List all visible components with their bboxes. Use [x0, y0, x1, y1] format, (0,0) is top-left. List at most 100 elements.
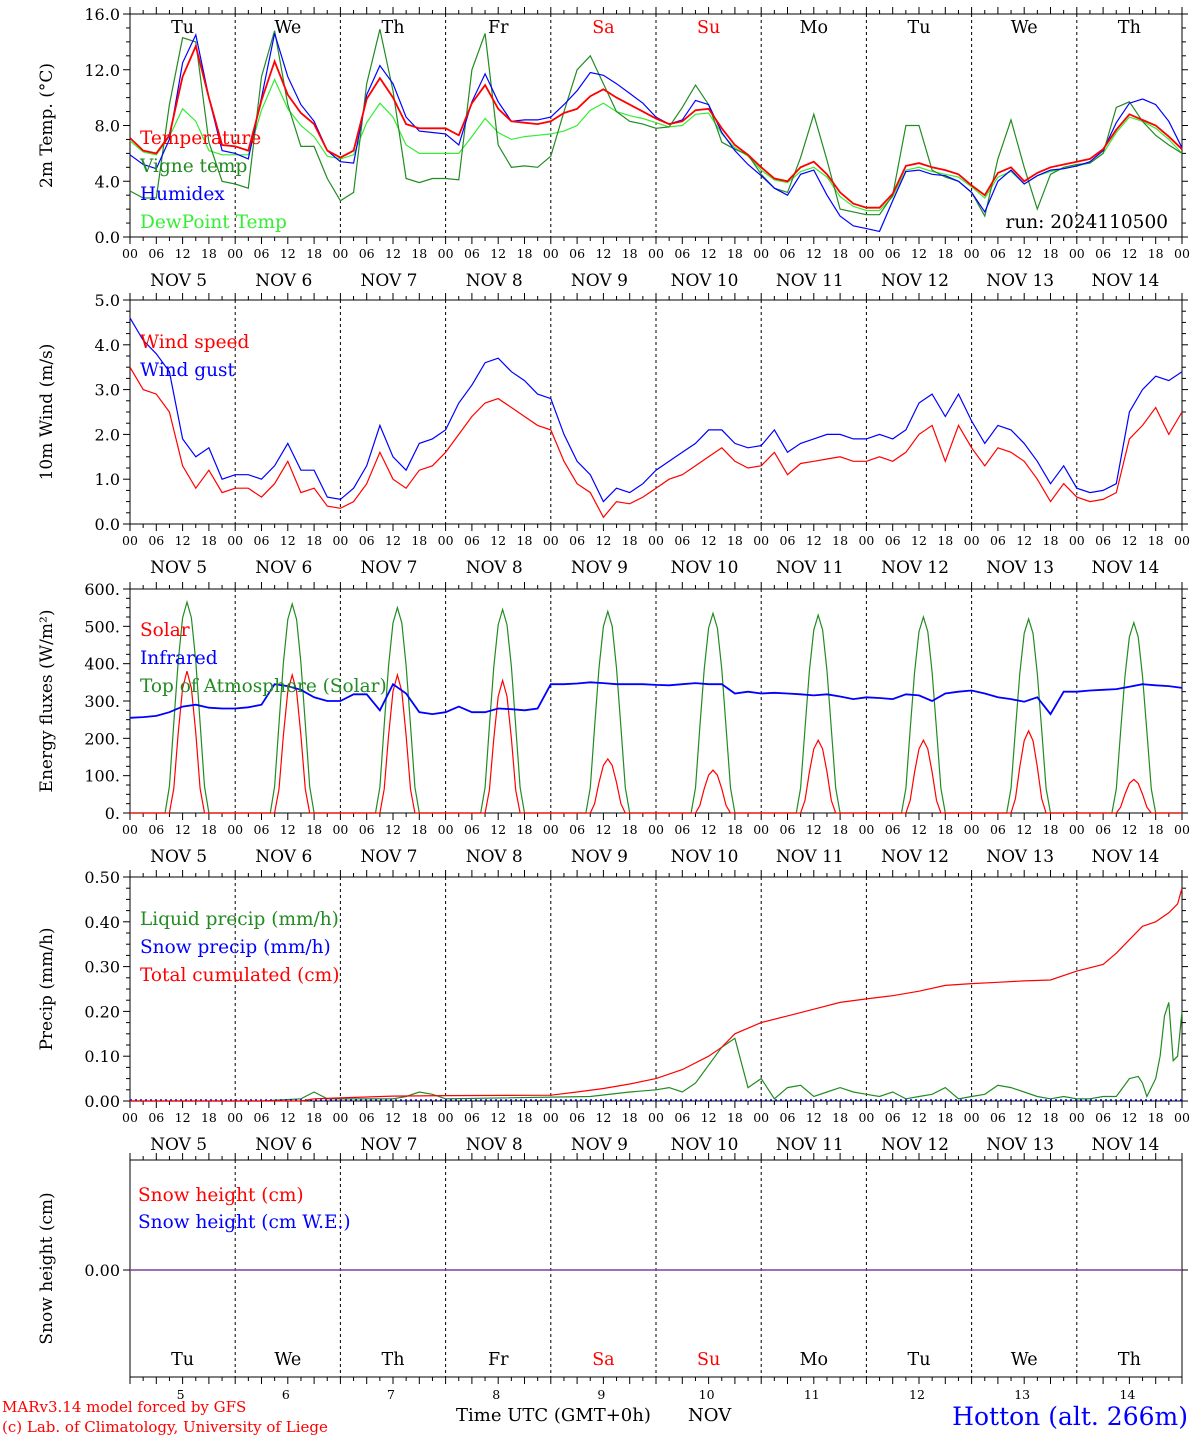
x-hour-label: 06	[148, 1110, 164, 1125]
x-hour-label: 18	[1043, 246, 1059, 261]
x-hour-label: 12	[806, 246, 822, 261]
x-hour-label: 00	[1069, 1110, 1085, 1125]
x-hour-label: 18	[306, 822, 322, 837]
y-tick-label: 500.	[84, 617, 120, 636]
x-hour-label: 18	[832, 1110, 848, 1125]
x-hour-label: 06	[254, 822, 270, 837]
y-tick-label: 3.0	[95, 381, 120, 400]
x-date-label: NOV 11	[776, 847, 844, 867]
x-hour-label: 00	[438, 246, 454, 261]
y-tick-label: 0.00	[84, 1092, 120, 1111]
x-hour-label: 12	[385, 533, 401, 548]
series-line	[129, 681, 1183, 719]
x-date-label: NOV 13	[986, 1135, 1054, 1155]
x-hour-label: 00	[332, 533, 348, 548]
x-hour-label: 12	[1016, 822, 1032, 837]
x-date-label: NOV 12	[881, 847, 949, 867]
x-hour-label: 00	[753, 246, 769, 261]
x-date-label: NOV 7	[360, 271, 417, 291]
x-hour-label: 06	[990, 246, 1006, 261]
x-hour-label: 12	[701, 533, 717, 548]
panel-5: Snow height (cm) 0.00 5 6 7 8 9 10 11 12 13 14 Snow …	[37, 1153, 1188, 1402]
x-hour-label: 12	[490, 822, 506, 837]
x-date-label: NOV 6	[255, 847, 312, 867]
legend-entry: Snow height (cm W.E.)	[138, 1212, 351, 1233]
legend-entry: Snow precip (mm/h)	[140, 937, 331, 958]
x-hour-label: 06	[780, 822, 796, 837]
legend-entry: Liquid precip (mm/h)	[140, 909, 339, 930]
series-line	[129, 29, 1183, 218]
x-date-label: NOV 8	[466, 847, 523, 867]
x-hour-label: 12	[175, 822, 191, 837]
panel-4: Precip (mm/h) 0.00 0.10 0.20 0.30 0.40 0.50 00 0…	[37, 868, 1190, 1155]
x-hour-label: 18	[201, 822, 217, 837]
x-hour-label: 12	[806, 822, 822, 837]
x-date-label: NOV 6	[255, 1135, 312, 1155]
x-date-label: NOV 12	[881, 271, 949, 291]
x-date-label: NOV 9	[571, 271, 628, 291]
x-hour-label: 00	[122, 1110, 138, 1125]
x-hour-label: 00	[1174, 1110, 1190, 1125]
x-hour-label: 06	[254, 533, 270, 548]
x-hour-label: 00	[858, 1110, 874, 1125]
y-tick-label: 0.30	[84, 958, 120, 977]
x-hour-label: 18	[727, 822, 743, 837]
legend-entry: Humidex	[140, 184, 225, 205]
x-hour-label: 12	[1016, 1110, 1032, 1125]
y-axis-label: Energy fluxes (W/m²)	[37, 610, 57, 793]
series-line	[129, 317, 1183, 503]
x-hour-label: 00	[227, 246, 243, 261]
x-hour-label: 12	[490, 246, 506, 261]
x-axis-month: NOV	[688, 1405, 732, 1426]
x-date-label: NOV 5	[150, 271, 207, 291]
x-date-label: NOV 14	[1091, 271, 1159, 291]
y-tick-label: 0.00	[84, 1261, 120, 1280]
x-date-label: NOV 6	[255, 558, 312, 578]
y-tick-label: 8.0	[95, 117, 120, 136]
x-hour-label: 18	[832, 246, 848, 261]
legend-entry: Snow height (cm)	[138, 1185, 304, 1206]
x-hour-label: 06	[254, 246, 270, 261]
x-hour-label: 12	[806, 1110, 822, 1125]
x-hour-label: 18	[1148, 246, 1164, 261]
y-tick-label: 300.	[84, 692, 120, 711]
x-date-label: NOV 5	[150, 558, 207, 578]
y-tick-label: 2.0	[95, 425, 120, 444]
x-hour-label: 06	[464, 822, 480, 837]
x-day-number: 6	[282, 1387, 290, 1402]
x-hour-label: 00	[964, 533, 980, 548]
legend-entry: Wind gust	[140, 360, 235, 381]
x-date-label: NOV 11	[776, 558, 844, 578]
x-hour-label: 00	[964, 246, 980, 261]
x-date-label: NOV 5	[150, 847, 207, 867]
x-hour-label: 06	[990, 1110, 1006, 1125]
legend-entry: Solar	[140, 620, 190, 641]
x-hour-label: 00	[227, 533, 243, 548]
x-hour-label: 18	[1043, 1110, 1059, 1125]
x-date-label: NOV 10	[671, 1135, 739, 1155]
x-hour-label: 18	[201, 246, 217, 261]
series-line	[129, 33, 1183, 233]
x-hour-label: 00	[648, 246, 664, 261]
x-hour-label: 18	[727, 246, 743, 261]
x-date-label: NOV 10	[671, 847, 739, 867]
y-tick-label: 4.0	[95, 336, 120, 355]
x-hour-label: 18	[937, 533, 953, 548]
x-hour-label: 12	[175, 1110, 191, 1125]
x-date-label: NOV 10	[671, 271, 739, 291]
y-tick-label: 400.	[84, 655, 120, 674]
legend-entry: Wind speed	[140, 332, 249, 353]
x-hour-label: 00	[332, 822, 348, 837]
x-hour-label: 00	[543, 1110, 559, 1125]
x-date-label: NOV 10	[671, 558, 739, 578]
x-hour-label: 12	[595, 246, 611, 261]
x-hour-label: 00	[858, 533, 874, 548]
x-hour-label: 18	[1043, 822, 1059, 837]
legend-entry: Infrared	[140, 648, 218, 669]
x-hour-label: 00	[332, 1110, 348, 1125]
panel-frame	[129, 13, 1183, 238]
panel-frame	[129, 299, 1183, 525]
x-hour-label: 06	[359, 822, 375, 837]
x-hour-label: 00	[648, 1110, 664, 1125]
x-hour-label: 12	[280, 822, 296, 837]
